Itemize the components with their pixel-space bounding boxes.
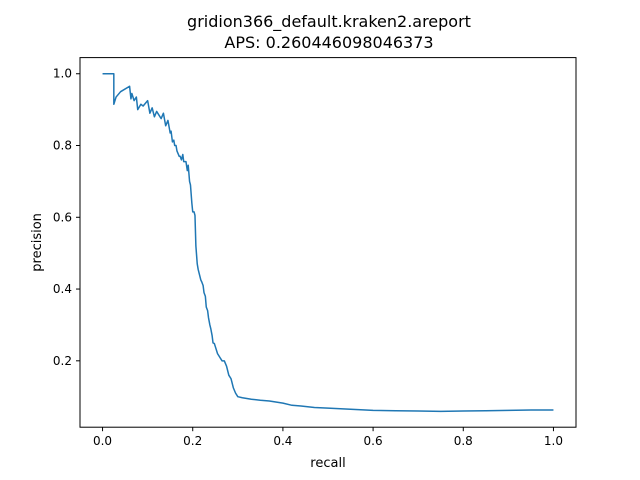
series-line-0 — [102, 73, 554, 413]
y-tick-label: 1.0 — [53, 67, 72, 81]
plot-frame — [79, 57, 577, 428]
x-tick-label: 0.2 — [183, 434, 202, 448]
x-tick-label: 0.6 — [364, 434, 383, 448]
x-tick-label: 0.0 — [93, 434, 112, 448]
x-tick-label: 0.8 — [454, 434, 473, 448]
y-tick-label: 0.4 — [53, 282, 72, 296]
y-tick-label: 0.6 — [53, 210, 72, 224]
chart-subtitle: APS: 0.260446098046373 — [224, 33, 433, 52]
x-tick-label: 1.0 — [544, 434, 563, 448]
y-tick-label: 0.8 — [53, 139, 72, 153]
x-tick-label: 0.4 — [273, 434, 292, 448]
chart-title: gridion366_default.kraken2.areport — [187, 12, 471, 32]
plot-layer: 0.0 0.2 0.4 0.6 0.8 1.0 0.2 0.4 0.6 0.8 1.0 — [53, 67, 563, 448]
y-tick-label: 0.2 — [53, 354, 72, 368]
y-axis-label: precision — [30, 213, 45, 272]
x-axis-label: recall — [310, 456, 345, 471]
